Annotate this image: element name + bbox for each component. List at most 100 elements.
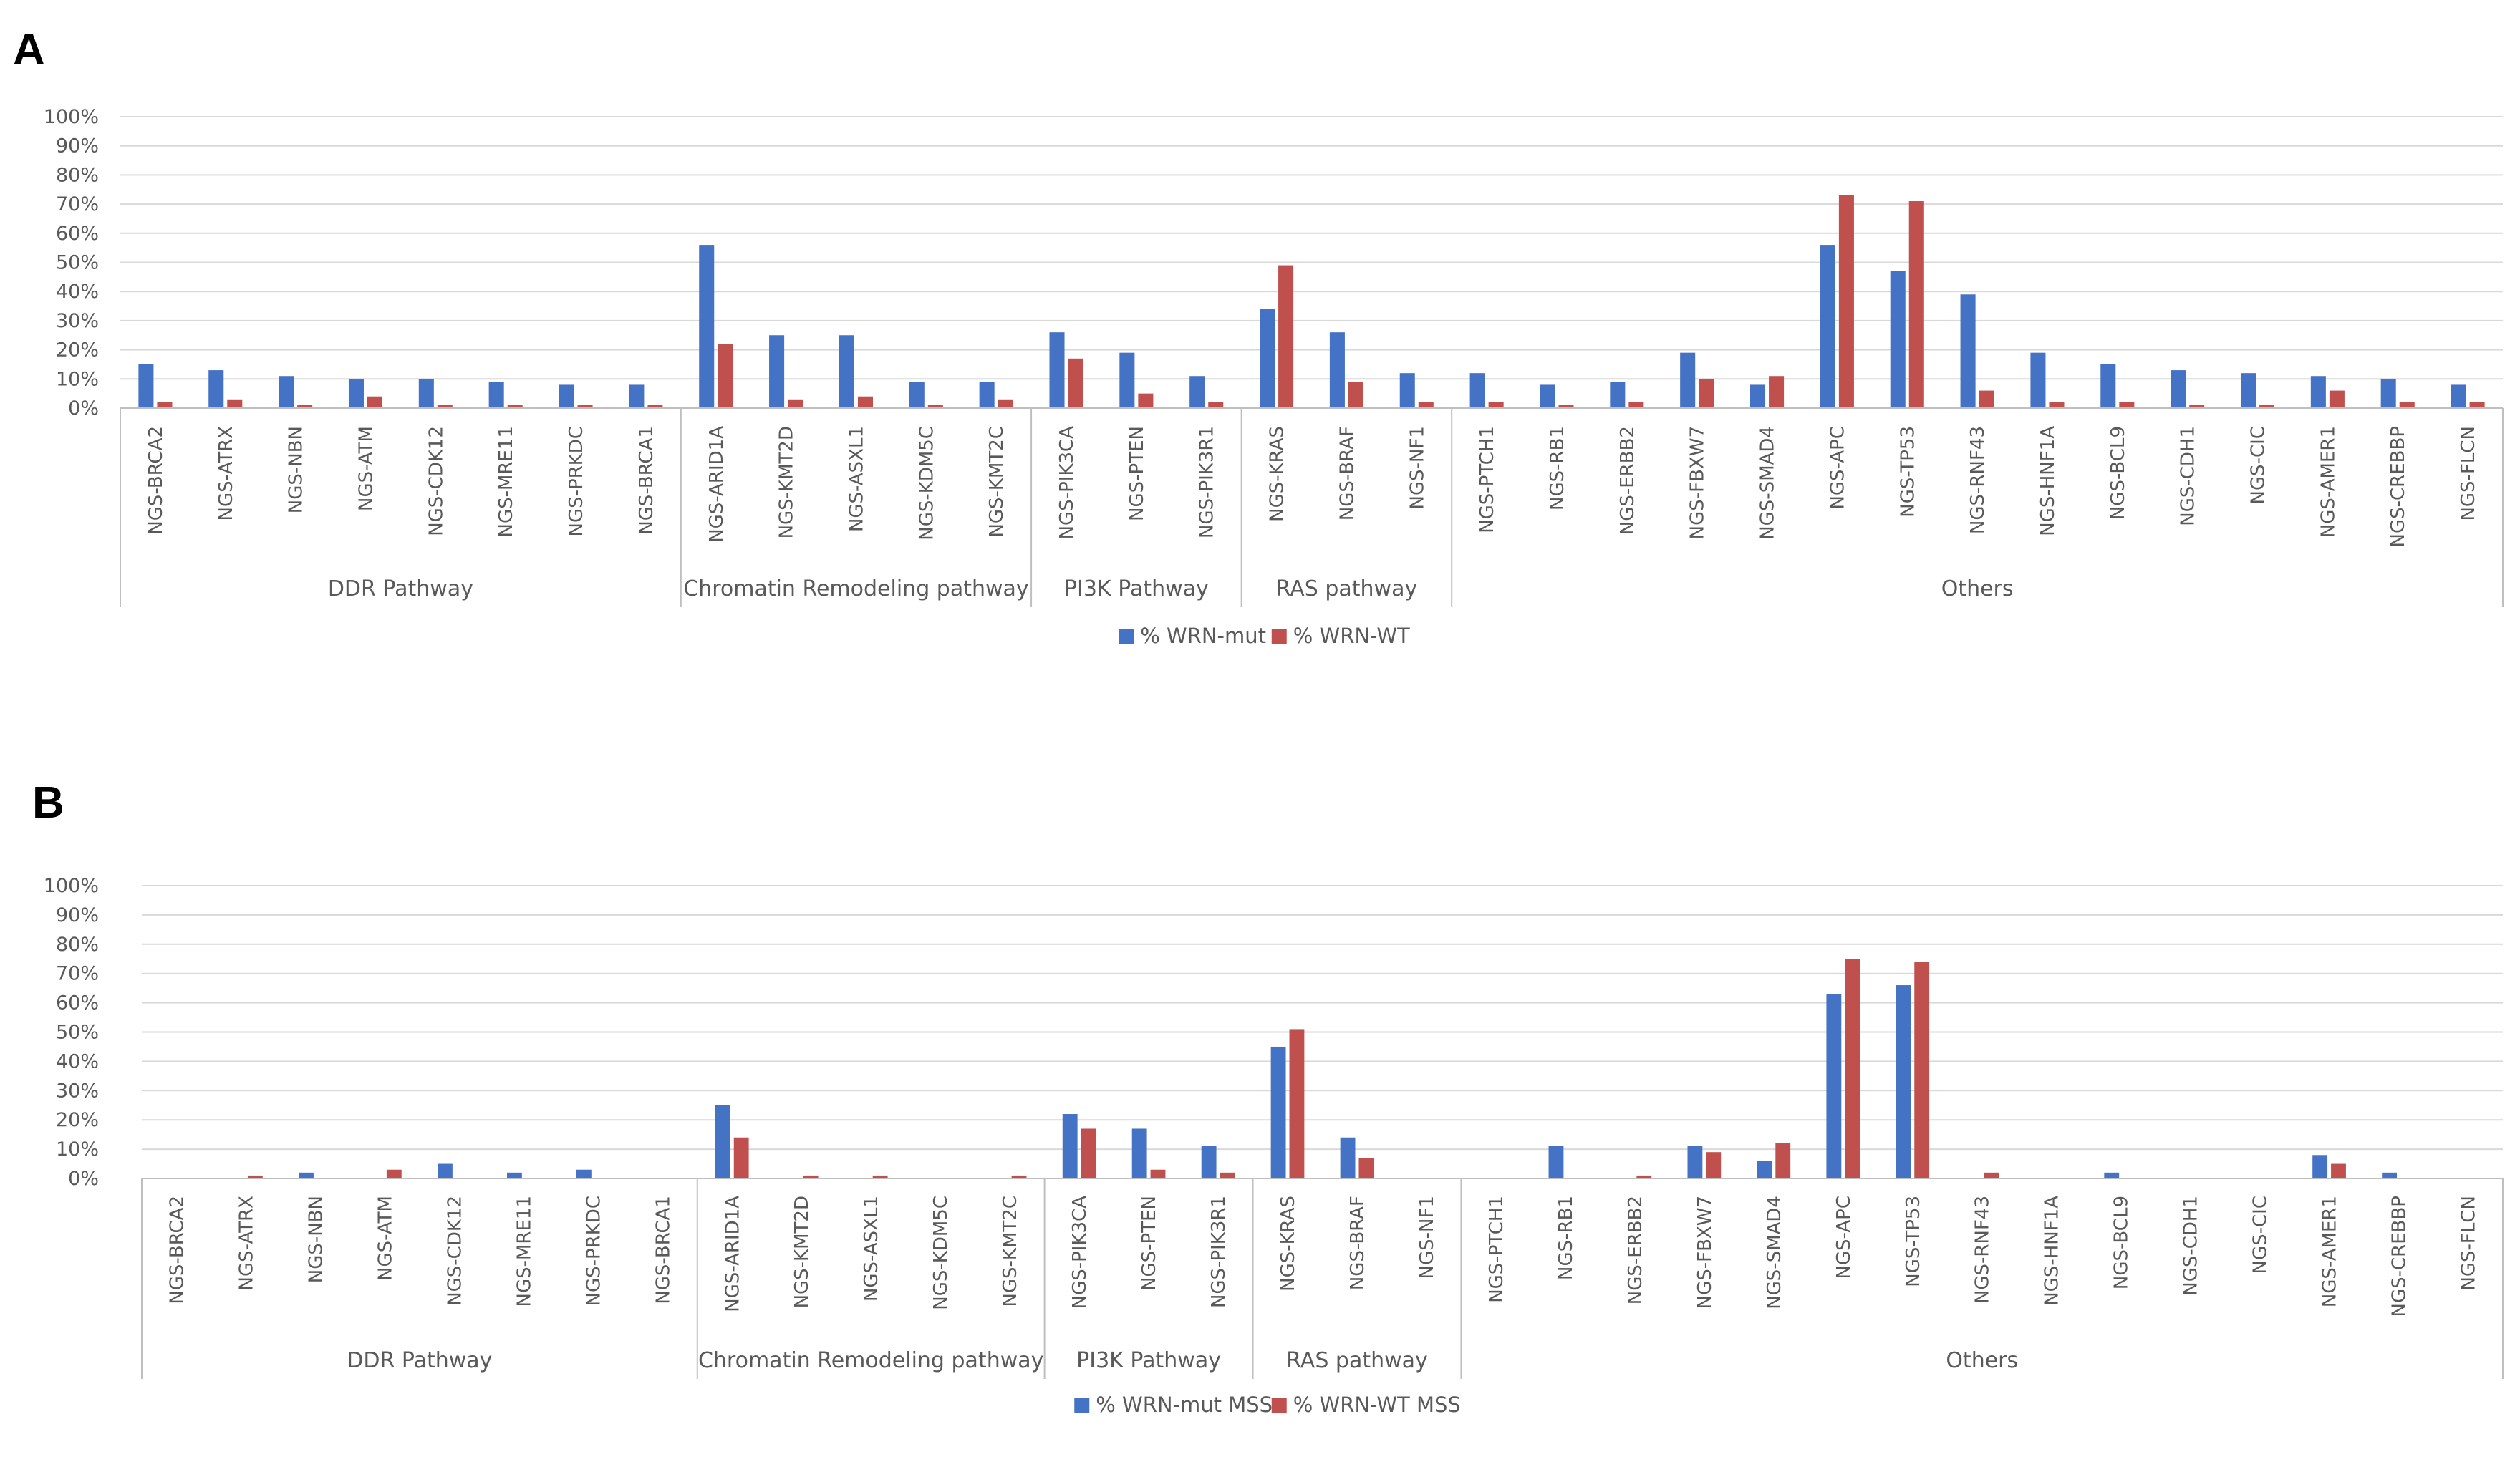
bar-wt-ngs-apc [1838,195,1854,408]
group-label: RAS pathway [1276,576,1418,601]
category-label: NGS-BCL9 [2111,1196,2133,1289]
bar-mut-ngs-rb1 [1548,1146,1564,1178]
bar-mut-ngs-rnf43 [1960,294,1976,408]
bar-mut-ngs-mre11 [488,382,504,408]
bar-wt-ngs-smad4 [1775,1143,1791,1178]
legend-swatch [1119,629,1134,644]
bar-wt-ngs-kmt2c [998,399,1013,408]
bar-mut-ngs-crebbp [2380,379,2396,408]
y-tick-label: 60% [56,992,99,1015]
bar-wt-ngs-erbb2 [1636,1175,1652,1178]
bar-wt-ngs-erbb2 [1628,402,1644,408]
category-label: NGS-PIK3CA [1056,426,1078,540]
bar-wt-ngs-prkdc [577,405,593,408]
bar-wt-ngs-tp53 [1908,201,1924,408]
bar-wt-ngs-pik3r1 [1220,1172,1235,1178]
category-label: NGS-APC [1833,1196,1855,1279]
bar-mut-ngs-atm [348,379,364,408]
bar-wt-ngs-fbxw7 [1699,379,1714,408]
bar-mut-ngs-smad4 [1757,1161,1772,1178]
bar-mut-ngs-kmt2d [769,335,785,408]
category-label: NGS-ATRX [216,426,237,521]
bar-wt-ngs-kras [1278,265,1294,408]
category-label: NGS-FLCN [2458,1196,2480,1291]
bar-wt-ngs-pik3ca [1068,358,1083,408]
bar-mut-ngs-cdh1 [2171,370,2186,408]
category-label: NGS-CIC [2248,426,2269,504]
bar-mut-ngs-fbxw7 [1680,352,1696,408]
bar-wt-ngs-kmt2d [803,1175,819,1178]
group-label: PI3K Pathway [1076,1348,1221,1373]
y-tick-label: 60% [56,223,99,245]
category-label: NGS-HNF1A [2042,1196,2063,1306]
bar-wt-ngs-apc [1845,959,1860,1178]
y-tick-label: 80% [56,934,99,956]
y-tick-label: 50% [56,1022,99,1044]
bar-wt-ngs-kmt2c [1011,1175,1027,1178]
panel-label-b: B [32,778,64,828]
category-label: NGS-KDM5C [916,426,937,541]
bar-mut-ngs-tp53 [1890,271,1906,408]
bar-mut-ngs-amer1 [2312,1155,2328,1178]
bar-wt-ngs-kmt2d [788,399,803,408]
category-label: NGS-RB1 [1547,426,1568,510]
bar-wt-ngs-asxl1 [872,1175,888,1178]
category-label: NGS-ERBB2 [1625,1196,1646,1304]
category-label: NGS-ATRX [236,1196,257,1290]
bar-mut-ngs-braf [1329,332,1345,408]
bar-mut-ngs-braf [1340,1137,1356,1178]
bar-mut-ngs-bcl9 [2104,1172,2120,1178]
bar-mut-ngs-hnf1a [2030,352,2046,408]
bar-mut-ngs-smad4 [1750,384,1766,408]
bar-wt-ngs-pik3r1 [1208,402,1224,408]
category-label: NGS-RNF43 [1967,426,1989,534]
bar-wt-ngs-atm [386,1169,402,1178]
bar-mut-ngs-cdk12 [418,379,434,408]
bar-wt-ngs-cic [2259,405,2275,408]
y-tick-label: 0% [68,1168,99,1190]
category-label: NGS-ASXL1 [861,1196,882,1302]
bar-mut-ngs-nbn [279,376,294,408]
group-label: DDR Pathway [347,1348,492,1373]
category-label: NGS-CIC [2250,1196,2272,1274]
category-label: NGS-ATM [375,1196,396,1281]
bar-wt-ngs-kdm5c [927,405,943,408]
category-label: NGS-NBN [305,1196,327,1283]
y-tick-label: 30% [56,1080,99,1102]
category-label: NGS-PIK3R1 [1208,1196,1230,1308]
category-label: NGS-MRE11 [496,426,517,538]
bar-mut-ngs-apc [1820,245,1835,408]
category-label: NGS-KRAS [1267,426,1288,522]
bar-wt-ngs-crebbp [2399,402,2415,408]
bar-wt-ngs-nf1 [1418,402,1434,408]
bar-mut-ngs-prkdc [576,1169,592,1178]
bar-wt-ngs-pten [1150,1169,1166,1178]
category-label: NGS-ASXL1 [846,426,867,532]
bar-mut-ngs-tp53 [1896,985,1911,1178]
chart-panel-a: 0% 10% 20% 30% 40% 50% 60% 70% 80% 90% 100% NGS-BRC… [44,106,2504,648]
legend-label: % WRN-WT MSS [1293,1393,1461,1417]
category-label: NGS-ERBB2 [1617,426,1638,535]
bar-mut-ngs-ptch1 [1469,373,1485,408]
bar-wt-ngs-rnf43 [1979,390,1994,408]
y-tick-label: 20% [56,1109,99,1131]
bar-mut-ngs-arid1a [699,245,715,408]
category-label: NGS-TP53 [1903,1196,1924,1287]
y-tick-label: 40% [56,281,99,303]
category-label: NGS-BRCA2 [166,1196,188,1304]
category-label: NGS-APC [1827,426,1848,510]
category-label: NGS-ATM [355,426,377,511]
bar-mut-ngs-kmt2c [979,382,995,408]
category-label: NGS-FBXW7 [1694,1196,1716,1309]
y-tick-label: 10% [56,368,99,390]
category-label: NGS-PTCH1 [1486,1196,1507,1303]
legend-label: % WRN-mut [1140,624,1266,648]
group-label: Chromatin Remodeling pathway [683,576,1028,601]
panel-label-a: A [13,25,45,74]
bar-mut-ngs-asxl1 [839,335,854,408]
y-tick-label: 40% [56,1050,99,1073]
bar-wt-ngs-pten [1138,393,1154,408]
group-label: Chromatin Remodeling pathway [698,1348,1043,1373]
category-label: NGS-PRKDC [566,426,587,536]
